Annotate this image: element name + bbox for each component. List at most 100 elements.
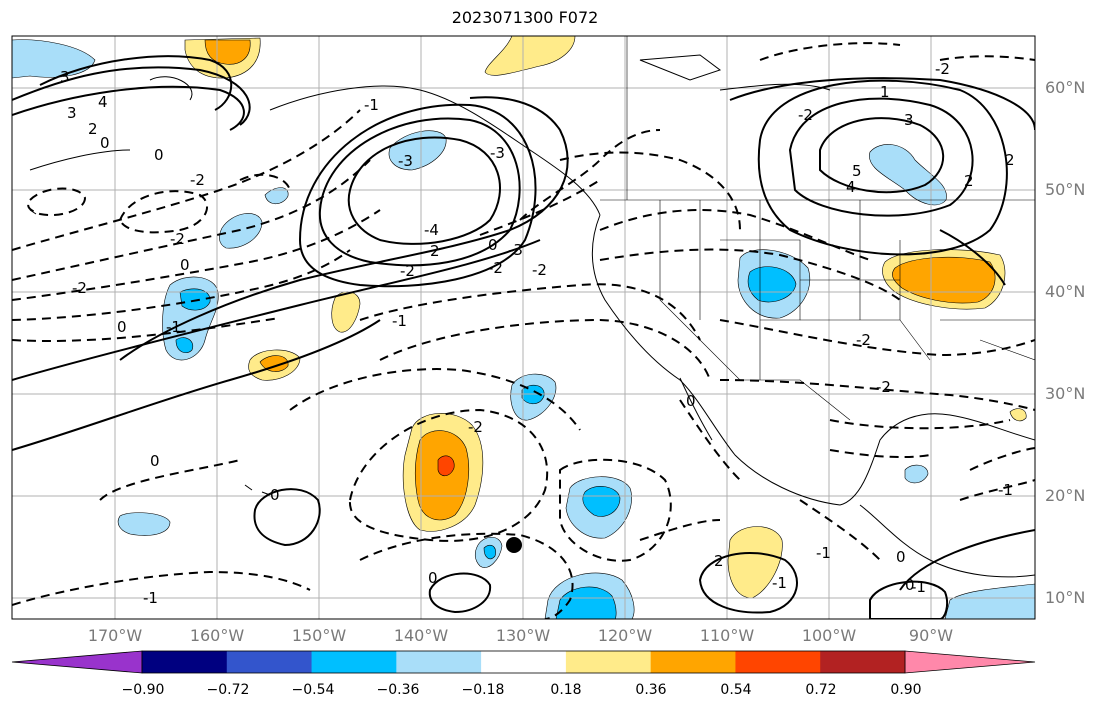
shade-blue-170w	[117, 512, 171, 536]
contour-label: -1	[911, 578, 926, 596]
colorbar	[11, 650, 1036, 674]
lon-label: 170°W	[87, 626, 143, 645]
contour-label: -2	[468, 418, 483, 436]
contour-label: -2	[876, 378, 891, 396]
colorbar-segment	[226, 651, 313, 673]
contour-label: 4	[846, 178, 856, 196]
shade-yellow-n	[484, 36, 576, 76]
colorbar-tick-label: −0.90	[121, 682, 165, 698]
colorbar-segment	[481, 651, 567, 673]
contour-label: -2	[170, 230, 185, 248]
colorbar-segment	[565, 651, 652, 673]
colorbar-segment	[396, 651, 482, 673]
contour-label: 0	[150, 452, 160, 470]
shade-blue-gulf	[904, 464, 929, 484]
contour-label: -2	[190, 171, 205, 189]
colorbar-outline	[141, 650, 906, 674]
contour-label: 2	[430, 242, 440, 260]
contour-label: 2	[1005, 151, 1015, 169]
lat-label: 30°N	[1045, 384, 1086, 403]
colorbar-segment	[735, 651, 821, 673]
contours-solid	[12, 55, 1035, 619]
colorbar-tick-label: −0.72	[206, 682, 250, 698]
contour-label: -1	[998, 481, 1013, 499]
colorbar-extend-min	[11, 650, 143, 674]
shade-cyan-120w	[582, 486, 621, 517]
shade-cyan-160w-a	[179, 288, 211, 311]
lat-label: 40°N	[1045, 282, 1086, 301]
colorbar-tick-label: 0.54	[720, 682, 752, 698]
contour-label: -1	[392, 312, 407, 330]
location-marker	[506, 537, 522, 553]
colorbar-tick-label: 0.90	[890, 682, 922, 698]
shade-blue-nw	[12, 39, 96, 79]
contour-label: -1	[364, 96, 379, 114]
contour-label: -2	[400, 262, 415, 280]
lon-label: 160°W	[189, 626, 245, 645]
contour-label: 0	[896, 548, 906, 566]
lon-label: 90°W	[908, 626, 954, 645]
contour-label: 0	[100, 134, 110, 152]
contour-label: -1	[143, 589, 158, 607]
contour-label: -2	[935, 60, 950, 78]
contour-label: -3	[490, 144, 505, 162]
contour-label: 2	[964, 172, 974, 190]
colorbar-segment	[142, 651, 228, 673]
shade-yellow-se	[1009, 408, 1027, 422]
contour-label: 0	[180, 256, 190, 274]
colorbar-tick-label: −0.54	[291, 682, 335, 698]
contour-label: -4	[424, 221, 439, 239]
shade-cyan-132w	[483, 544, 496, 560]
colorbar-segment	[820, 651, 906, 673]
contour-label: 0	[117, 318, 127, 336]
shade-cyan-160w-b	[175, 337, 194, 353]
contour-label: 2	[88, 120, 98, 138]
contour-label: 3	[67, 104, 77, 122]
colorbar-tick-label: −0.36	[376, 682, 420, 698]
contour-label: -2	[72, 279, 87, 297]
shade-blue-se	[944, 583, 1035, 619]
contour-label: 0	[686, 392, 696, 410]
colorbar-tick-label: 0.36	[635, 682, 667, 698]
lat-label: 20°N	[1045, 486, 1086, 505]
contour-label: 4	[98, 93, 108, 111]
lon-label: 120°W	[597, 626, 653, 645]
colorbar-tick-label: 0.72	[805, 682, 837, 698]
contour-label: -1	[772, 574, 787, 592]
colorbar-extend-max	[904, 650, 1036, 674]
contour-label: 3	[60, 68, 70, 86]
contour-label: 0	[154, 146, 164, 164]
contour-label: 0	[905, 576, 915, 594]
lat-label: 50°N	[1045, 180, 1086, 199]
political-borders	[600, 36, 1035, 421]
colorbar-segment	[650, 651, 736, 673]
colorbar-tick-label: −0.18	[461, 682, 505, 698]
lon-label: 100°W	[801, 626, 857, 645]
lon-label: 140°W	[393, 626, 449, 645]
lon-label: 150°W	[291, 626, 347, 645]
contour-label: 5	[852, 162, 862, 180]
contour-label: -2	[532, 261, 547, 279]
shaded-anomalies	[12, 36, 1035, 619]
contour-label: -2	[856, 331, 871, 349]
shade-orange-nw	[204, 39, 251, 65]
contour-labels: 3 4 3 2 0 -3 0 -2 -2 0 -2 -1 0 -1 -3 -4 …	[60, 60, 1015, 607]
shade-red-138w	[437, 455, 455, 477]
contour-label: 0	[488, 236, 498, 254]
map-frame	[11, 35, 1036, 620]
contour-label: 0	[270, 486, 280, 504]
contour-label: -2	[488, 259, 503, 277]
map-title: 2023071300 F072	[451, 8, 599, 27]
shade-yellow-107w	[727, 526, 783, 599]
contour-label: -3	[508, 241, 523, 259]
contour-label: -1	[816, 544, 831, 562]
contour-label: 3	[904, 111, 914, 129]
contour-label: 0	[428, 569, 438, 587]
contour-label: -2	[798, 106, 813, 124]
contour-label: 1	[880, 83, 890, 101]
contour-label: -1	[166, 318, 181, 336]
lat-label: 10°N	[1045, 588, 1086, 607]
contour-label: 2	[714, 552, 724, 570]
contours-dashed	[12, 42, 1035, 619]
